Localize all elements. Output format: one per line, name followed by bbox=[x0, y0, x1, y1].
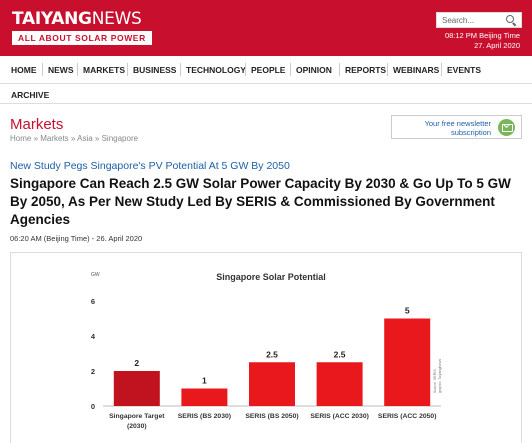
category-label-0: Singapore Target bbox=[109, 413, 165, 420]
article-dateline: 06:20 AM (Beijing Time) - 26. April 2020 bbox=[10, 234, 142, 243]
category-label-3: SERIS (ACC 2030) bbox=[310, 413, 369, 420]
chart-title: Singapore Solar Potential bbox=[216, 272, 326, 282]
nav-home[interactable]: HOME bbox=[11, 65, 37, 75]
site-logo[interactable]: TAIYANGNEWS bbox=[12, 9, 142, 29]
search-icon[interactable] bbox=[504, 13, 518, 27]
time-text: 08:12 PM Beijing Time bbox=[444, 31, 520, 40]
sub-nav: ARCHIVE bbox=[0, 84, 532, 104]
bar-3 bbox=[316, 362, 363, 406]
newsletter-line-2: subscription bbox=[450, 128, 491, 137]
chart-source: Source: SERIS; bbox=[433, 368, 437, 393]
category-label-0: (2030) bbox=[127, 423, 147, 430]
nav-business[interactable]: BUSINESS bbox=[133, 65, 177, 75]
data-label-0: 2 bbox=[134, 358, 139, 368]
y-axis-label: GW bbox=[91, 272, 100, 278]
category-label-4: SERIS (ACC 2050) bbox=[378, 413, 437, 420]
chart-image: Singapore Solar Potential GW 0 2 4 6 2 Singapor… bbox=[10, 252, 522, 443]
nav-divider bbox=[42, 63, 43, 76]
category-label-1: SERIS (BS 2030) bbox=[178, 413, 231, 420]
nav-divider bbox=[127, 63, 128, 76]
article-date: - 26. April 2020 bbox=[89, 234, 143, 243]
nav-webinars[interactable]: WEBINARS bbox=[393, 65, 440, 75]
y-tick-label: 0 bbox=[91, 402, 95, 411]
article-subtitle: New Study Pegs Singapore's PV Potential … bbox=[10, 160, 290, 172]
search-input[interactable]: Search... bbox=[442, 15, 475, 25]
site-tagline: ALL ABOUT SOLAR POWER bbox=[12, 31, 152, 45]
nav-divider bbox=[290, 63, 291, 76]
bar-1 bbox=[181, 388, 228, 406]
data-label-1: 1 bbox=[202, 376, 207, 386]
newsletter-button[interactable]: Your free newsletter subscription bbox=[391, 115, 522, 139]
nav-divider bbox=[245, 63, 246, 76]
site-header: TAIYANGNEWS ALL ABOUT SOLAR POWER Search… bbox=[0, 0, 532, 56]
search-box[interactable]: Search... bbox=[436, 12, 522, 28]
chart-credit: graphic: TaiyangNews bbox=[438, 359, 442, 393]
newsletter-label: Your free newsletter subscription bbox=[425, 119, 491, 137]
nav-divider bbox=[77, 63, 78, 76]
bar-0 bbox=[113, 371, 160, 406]
logo-light: NEWS bbox=[91, 9, 142, 29]
nav-opinion[interactable]: OPINION bbox=[296, 65, 332, 75]
nav-technology[interactable]: TECHNOLOGY bbox=[186, 65, 246, 75]
date-text: 27. April 2020 bbox=[474, 41, 520, 50]
main-nav: HOME NEWS MARKETS BUSINESS TECHNOLOGY PE… bbox=[0, 56, 532, 84]
y-tick-label: 2 bbox=[91, 367, 95, 376]
nav-archive[interactable]: ARCHIVE bbox=[11, 90, 50, 100]
category-label-2: SERIS (BS 2050) bbox=[245, 413, 298, 420]
nav-reports[interactable]: REPORTS bbox=[345, 65, 387, 75]
bar-2 bbox=[249, 362, 295, 406]
article-headline: Singapore Can Reach 2.5 GW Solar Power C… bbox=[10, 176, 511, 227]
data-label-3: 2.5 bbox=[334, 349, 346, 359]
solar-potential-chart: Singapore Solar Potential GW 0 2 4 6 2 Singapor… bbox=[91, 272, 442, 430]
data-label-4: 5 bbox=[405, 306, 410, 316]
nav-events[interactable]: EVENTS bbox=[447, 65, 482, 75]
y-tick-label: 4 bbox=[91, 332, 96, 341]
nav-divider bbox=[441, 63, 442, 76]
nav-divider bbox=[387, 63, 388, 76]
nav-divider bbox=[339, 63, 340, 76]
logo-bold: TAIYANG bbox=[12, 9, 92, 29]
breadcrumb[interactable]: Home » Markets » Asia » Singapore bbox=[10, 134, 139, 143]
nav-divider bbox=[180, 63, 181, 76]
page-title: Markets bbox=[10, 116, 64, 133]
data-label-2: 2.5 bbox=[266, 349, 278, 359]
nav-markets[interactable]: MARKETS bbox=[83, 65, 126, 75]
article-time: 06:20 AM (Beijing Time) bbox=[10, 234, 90, 243]
y-tick-label: 6 bbox=[91, 297, 95, 306]
nav-news[interactable]: NEWS bbox=[48, 65, 74, 75]
bar-4 bbox=[384, 318, 431, 406]
nav-people[interactable]: PEOPLE bbox=[251, 65, 286, 75]
newsletter-line-1: Your free newsletter bbox=[424, 119, 491, 128]
mail-icon bbox=[498, 119, 515, 136]
current-time: 08:12 PM Beijing Time 27. April 2020 bbox=[445, 31, 520, 51]
